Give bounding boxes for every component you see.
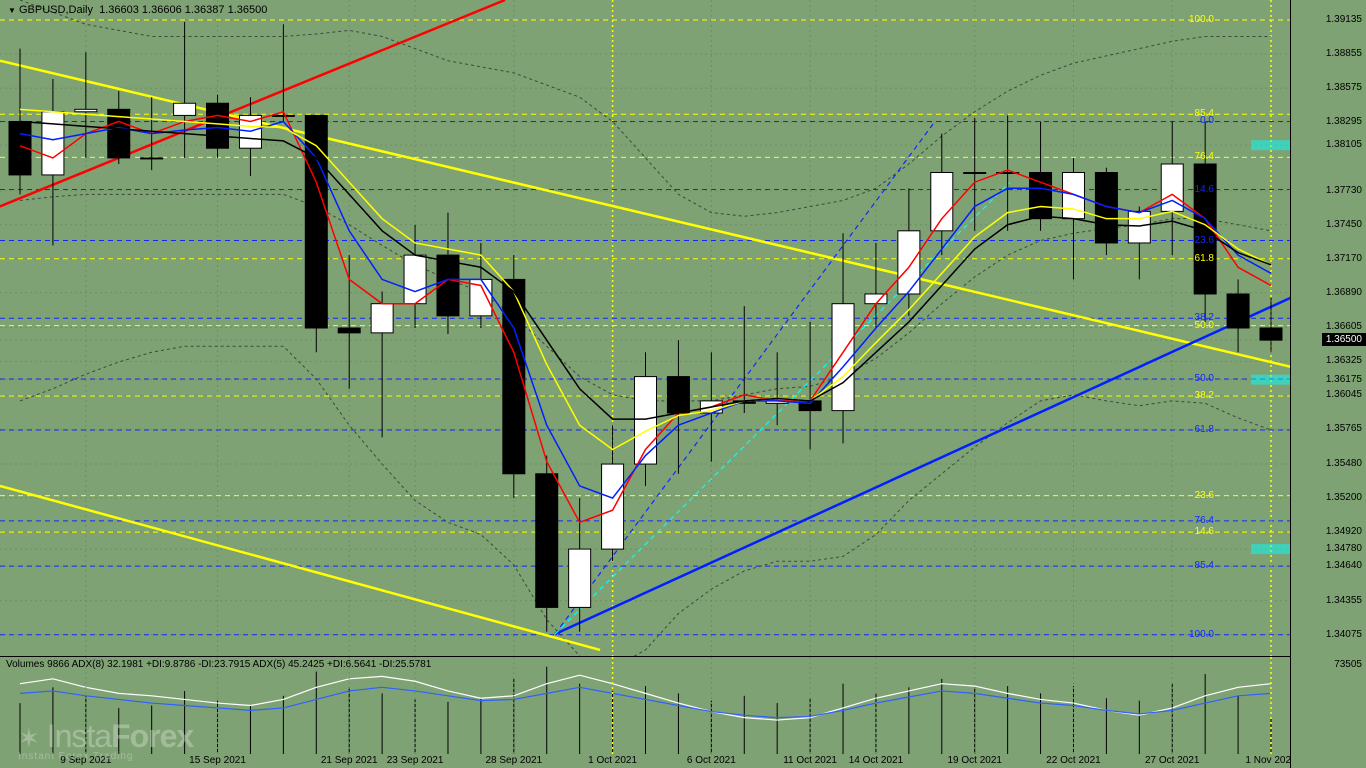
price-tick: 1.38855 bbox=[1326, 48, 1362, 59]
fib-label: 61.8 bbox=[1195, 424, 1214, 435]
x-axis-label: 28 Sep 2021 bbox=[485, 755, 542, 766]
indicator-axis: 73505 bbox=[1290, 657, 1366, 768]
x-axis-label: 14 Oct 2021 bbox=[849, 755, 903, 766]
fib-label: 50.0 bbox=[1195, 320, 1214, 331]
price-tick: 1.38105 bbox=[1326, 139, 1362, 150]
indicator-panel[interactable]: Volumes 9866 ADX(8) 32.1981 +DI:9.8786 -… bbox=[0, 657, 1291, 768]
fib-label: 38.2 bbox=[1195, 390, 1214, 401]
price-tick: 1.34640 bbox=[1326, 560, 1362, 571]
fib-label: 50.0 bbox=[1195, 373, 1214, 384]
fib-label: 76.4 bbox=[1195, 151, 1214, 162]
watermark-logo: ✶ InstaForex Instant Forex Trading bbox=[18, 718, 193, 762]
x-axis-label: 6 Oct 2021 bbox=[687, 755, 736, 766]
x-axis-label: 22 Oct 2021 bbox=[1046, 755, 1100, 766]
fib-label: 14.6 bbox=[1195, 526, 1214, 537]
x-axis-label: 27 Oct 2021 bbox=[1145, 755, 1199, 766]
price-tick: 1.36890 bbox=[1326, 287, 1362, 298]
price-tick: 1.38575 bbox=[1326, 82, 1362, 93]
fib-label: 85.4 bbox=[1195, 560, 1214, 571]
indicator-svg bbox=[0, 657, 1291, 768]
main-chart-svg bbox=[0, 0, 1291, 656]
indicator-axis-label: 73505 bbox=[1334, 659, 1362, 670]
price-tick: 1.38295 bbox=[1326, 116, 1362, 127]
x-axis-label: 1 Oct 2021 bbox=[588, 755, 637, 766]
price-tick: 1.34075 bbox=[1326, 629, 1362, 640]
indicator-title: Volumes 9866 ADX(8) 32.1981 +DI:9.8786 -… bbox=[6, 659, 431, 670]
price-tick: 1.36605 bbox=[1326, 321, 1362, 332]
fib-label: 100.0 bbox=[1189, 629, 1214, 640]
price-tick: 1.36175 bbox=[1326, 374, 1362, 385]
x-axis-label: 23 Sep 2021 bbox=[387, 755, 444, 766]
current-price-tag: 1.36500 bbox=[1322, 333, 1366, 346]
chart-container: ▼ GBPUSD,Daily 1.36603 1.36606 1.36387 1… bbox=[0, 0, 1366, 768]
main-chart-panel[interactable]: ▼ GBPUSD,Daily 1.36603 1.36606 1.36387 1… bbox=[0, 0, 1291, 657]
price-tick: 1.35765 bbox=[1326, 423, 1362, 434]
fib-label: 0.0 bbox=[1200, 115, 1214, 126]
fib-label: 23.6 bbox=[1195, 490, 1214, 501]
x-axis-label: 21 Sep 2021 bbox=[321, 755, 378, 766]
price-axis: 1.39135 1.38855 1.38575 1.38295 1.38105 1.377… bbox=[1290, 0, 1366, 656]
chart-title: ▼ GBPUSD,Daily 1.36603 1.36606 1.36387 1… bbox=[8, 4, 267, 16]
price-tick: 1.35200 bbox=[1326, 492, 1362, 503]
price-tick: 1.34355 bbox=[1326, 595, 1362, 606]
price-tick: 1.34920 bbox=[1326, 526, 1362, 537]
price-tick: 1.37450 bbox=[1326, 219, 1362, 230]
x-axis-label: 1 Nov 2021 bbox=[1245, 755, 1296, 766]
x-axis-label: 11 Oct 2021 bbox=[783, 755, 837, 766]
fib-label: 61.8 bbox=[1195, 253, 1214, 264]
fib-label: 100.0 bbox=[1189, 14, 1214, 25]
x-axis-label: 15 Sep 2021 bbox=[189, 755, 246, 766]
price-tick: 1.37170 bbox=[1326, 253, 1362, 264]
fib-label: 23.6 bbox=[1195, 235, 1214, 246]
x-axis-label: 19 Oct 2021 bbox=[947, 755, 1001, 766]
price-tick: 1.37730 bbox=[1326, 185, 1362, 196]
fib-label: 76.4 bbox=[1195, 515, 1214, 526]
price-tick: 1.39135 bbox=[1326, 14, 1362, 25]
fib-label: 14.6 bbox=[1195, 184, 1214, 195]
price-tick: 1.35480 bbox=[1326, 458, 1362, 469]
price-tick: 1.36045 bbox=[1326, 389, 1362, 400]
price-tick: 1.34780 bbox=[1326, 543, 1362, 554]
price-tick: 1.36325 bbox=[1326, 355, 1362, 366]
